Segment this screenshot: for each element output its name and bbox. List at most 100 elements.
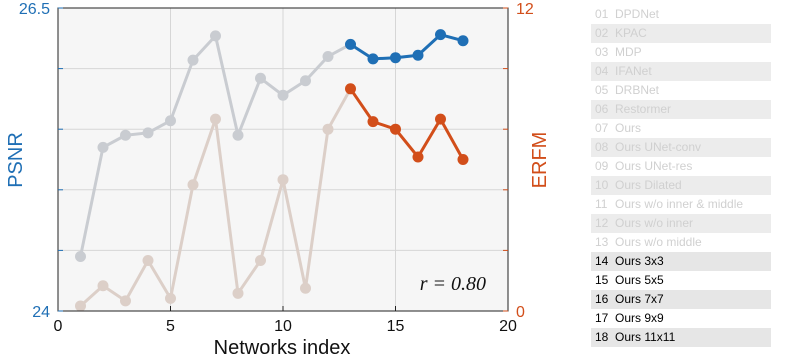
data-point: [457, 35, 469, 47]
data-point: [120, 129, 131, 141]
legend-item-label: DRBNet: [615, 83, 660, 97]
x-tick-label: 20: [499, 318, 517, 335]
data-point: [165, 292, 176, 304]
data-point: [367, 116, 379, 128]
legend-item-number: 01: [595, 7, 609, 21]
legend-item-label: Ours 7x7: [615, 292, 664, 306]
data-point: [435, 29, 446, 41]
x-tick-label: 0: [54, 318, 63, 335]
data-point: [412, 151, 424, 163]
x-axis-label: Networks index: [214, 337, 351, 359]
legend-item-number: 17: [595, 311, 609, 325]
legend-item-label: Ours UNet-conv: [615, 140, 702, 154]
legend-item-label: MDP: [615, 45, 642, 59]
y-tick-label-right: 0: [516, 304, 525, 321]
data-point: [165, 115, 176, 127]
data-point: [255, 72, 266, 84]
data-point: [142, 255, 154, 266]
data-point: [322, 50, 334, 62]
legend-item-label: Ours 9x9: [615, 311, 664, 325]
data-point: [120, 295, 131, 307]
data-point: [75, 250, 86, 262]
legend-item-label: Ours w/o inner: [615, 216, 694, 230]
data-point: [345, 83, 356, 95]
legend-item: 03 MDP: [591, 43, 771, 62]
legend-item-number: 18: [595, 330, 609, 344]
legend-item: 17 Ours 9x9: [591, 309, 771, 328]
legend-item: 10 Ours Dilated: [591, 176, 771, 195]
data-point: [277, 89, 289, 101]
legend-item: 09 Ours UNet-res: [591, 157, 771, 176]
data-point: [345, 38, 356, 50]
series-line-active: [349, 87, 465, 161]
series-layer: [75, 29, 469, 312]
data-point: [277, 174, 289, 186]
legend-item-number: 09: [595, 159, 609, 173]
legend-item-number: 06: [595, 102, 609, 116]
data-point: [210, 30, 221, 42]
y-tick-label-left: 24: [32, 304, 50, 321]
data-point: [435, 113, 446, 125]
legend-item-number: 16: [595, 292, 609, 306]
data-point: [75, 300, 86, 312]
x-tick-label: 10: [274, 318, 292, 335]
data-point: [232, 287, 244, 299]
data-point: [97, 141, 109, 153]
data-point: [97, 280, 109, 292]
legend-item: 12 Ours w/o inner: [591, 214, 771, 233]
data-point: [187, 54, 199, 66]
legend-item-number: 02: [595, 26, 609, 40]
x-tick-label: 15: [387, 318, 405, 335]
legend-item: 05 DRBNet: [591, 81, 771, 100]
data-point: [187, 179, 199, 191]
legend-item-number: 04: [595, 64, 609, 78]
data-point: [390, 52, 401, 64]
legend-item-label: Ours UNet-res: [615, 159, 693, 173]
legend-item: 14 Ours 3x3: [591, 252, 771, 271]
data-point: [322, 123, 334, 135]
legend-item-number: 10: [595, 178, 609, 192]
legend-item-label: KPAC: [615, 26, 647, 40]
legend-item: 08 Ours UNet-conv: [591, 138, 771, 157]
legend-item-number: 11: [595, 197, 608, 211]
legend-item-label: Ours: [615, 121, 642, 135]
y-tick-label-right: 12: [516, 1, 534, 18]
legend-item-label: Ours 3x3: [615, 254, 664, 268]
legend-item: 13 Ours w/o middle: [591, 233, 771, 252]
line-chart: 0 5 10 15 20 24 26.5 0 12 PSNR ERFM Networks ind…: [5, 1, 551, 359]
y-axis-label-right: ERFM: [529, 132, 551, 189]
legend-item-label: IFANet: [615, 64, 652, 78]
data-point: [142, 127, 154, 139]
legend-item: 01 DPDNet: [591, 5, 771, 24]
data-point: [210, 113, 221, 125]
data-point: [390, 123, 401, 135]
legend-item: 02 KPAC: [591, 24, 771, 43]
data-point: [255, 255, 266, 266]
legend-item-number: 07: [595, 121, 609, 135]
data-point: [232, 129, 244, 141]
correlation-annotation: r = 0.80: [420, 273, 486, 295]
legend-item-number: 05: [595, 83, 609, 97]
data-point: [457, 154, 469, 165]
legend-item: 06 Restormer: [591, 100, 771, 119]
legend-item: 15 Ours 5x5: [591, 271, 771, 290]
legend-item: 11 Ours w/o inner & middle: [591, 195, 771, 214]
legend-item-label: Ours Dilated: [615, 178, 682, 192]
legend-item: 18 Ours 11x11: [591, 328, 771, 347]
legend-item-label: Restormer: [615, 102, 672, 116]
legend-item: 16 Ours 7x7: [591, 290, 771, 309]
data-point: [412, 49, 424, 61]
legend-item-label: Ours w/o middle: [615, 235, 702, 249]
legend-item-number: 12: [595, 216, 609, 230]
legend-item-number: 13: [595, 235, 609, 249]
legend-item-label: Ours w/o inner & middle: [615, 197, 744, 211]
y-axis-label-left: PSNR: [5, 132, 27, 188]
legend-item-label: DPDNet: [615, 7, 660, 21]
data-point: [367, 53, 379, 65]
legend-item-number: 14: [595, 254, 609, 268]
legend-item-number: 15: [595, 273, 609, 287]
legend-item: 07 Ours: [591, 119, 771, 138]
legend-item-number: 08: [595, 140, 609, 154]
legend-item-label: Ours 5x5: [615, 273, 664, 287]
legend-item-label: Ours 11x11: [615, 330, 676, 344]
